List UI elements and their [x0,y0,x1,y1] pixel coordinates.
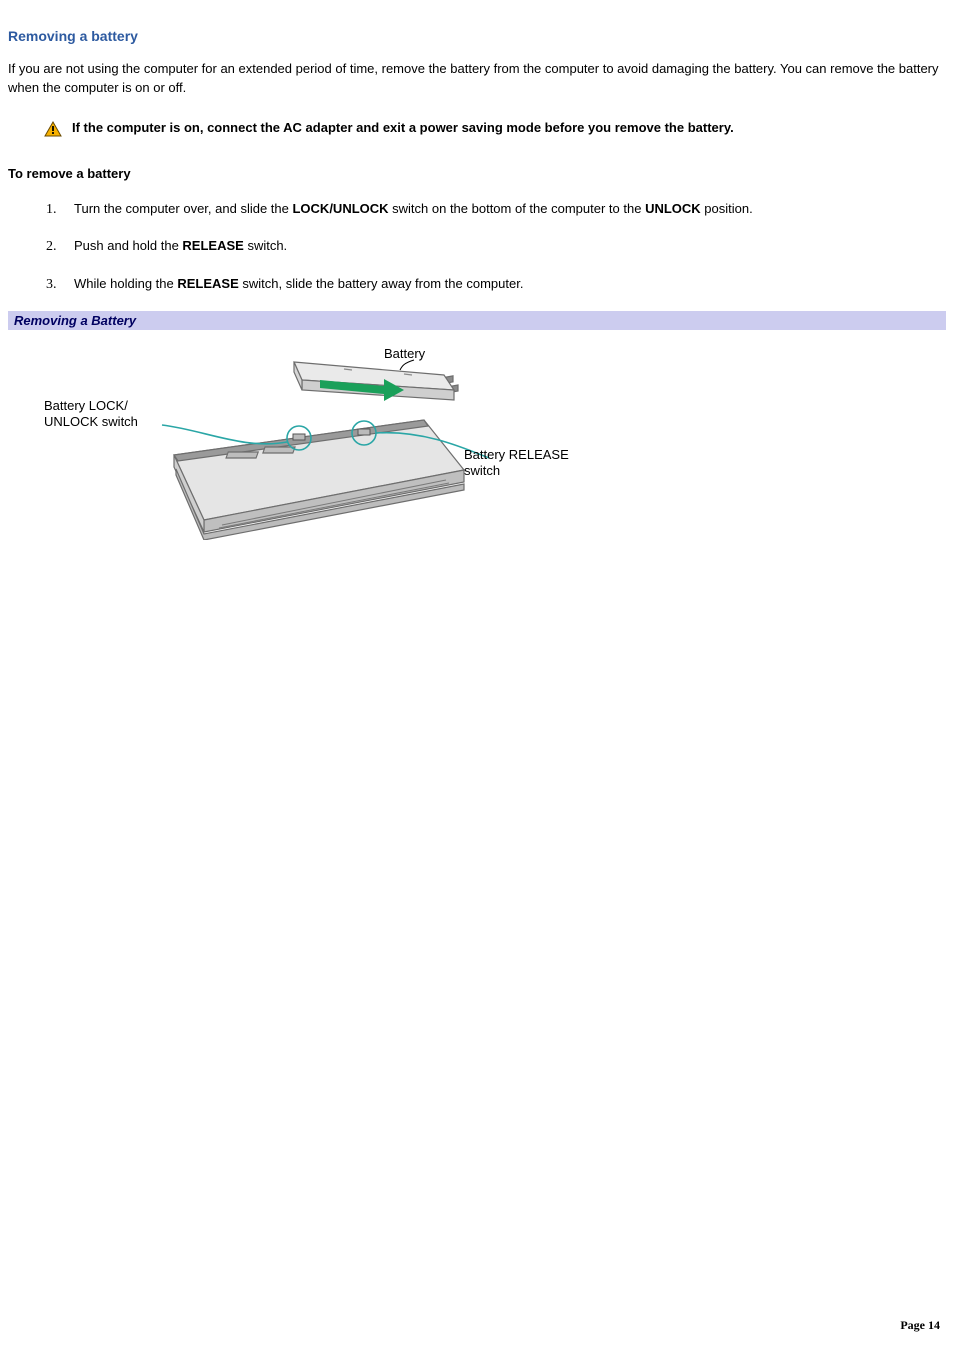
step-bold: RELEASE [182,238,243,253]
figure-label-release-switch: Battery RELEASE switch [464,447,569,480]
step-text: While holding the [74,276,177,291]
step-bold: LOCK/UNLOCK [292,201,388,216]
figure-label-lock-switch: Battery LOCK/ UNLOCK switch [44,398,138,431]
warning-callout: If the computer is on, connect the AC ad… [44,120,946,140]
step-item: While holding the RELEASE switch, slide … [46,274,946,294]
figure-diagram: Battery Battery LOCK/ UNLOCK switch Batt… [44,340,604,540]
step-text: switch on the bottom of the computer to … [389,201,646,216]
warning-icon [44,121,62,140]
step-item: Turn the computer over, and slide the LO… [46,199,946,219]
section-title: Removing a battery [8,28,946,44]
steps-list: Turn the computer over, and slide the LO… [46,199,946,294]
step-text: switch. [244,238,287,253]
figure-label-battery: Battery [384,346,425,362]
figure-label-line: switch [464,463,500,478]
step-text: Turn the computer over, and slide the [74,201,292,216]
step-text: position. [701,201,753,216]
laptop-illustration [44,340,604,540]
figure-label-line: Battery LOCK/ [44,398,128,413]
procedure-subhead: To remove a battery [8,166,946,181]
step-text: switch, slide the battery away from the … [239,276,524,291]
figure-label-line: Battery RELEASE [464,447,569,462]
warning-text: If the computer is on, connect the AC ad… [72,120,734,135]
figure-title: Removing a Battery [8,311,946,330]
page: Removing a battery If you are not using … [0,0,954,1351]
intro-paragraph: If you are not using the computer for an… [8,60,946,98]
step-bold: UNLOCK [645,201,701,216]
page-footer: Page 14 [900,1318,940,1333]
step-item: Push and hold the RELEASE switch. [46,236,946,256]
figure-label-line: UNLOCK switch [44,414,138,429]
step-bold: RELEASE [177,276,238,291]
step-text: Push and hold the [74,238,182,253]
